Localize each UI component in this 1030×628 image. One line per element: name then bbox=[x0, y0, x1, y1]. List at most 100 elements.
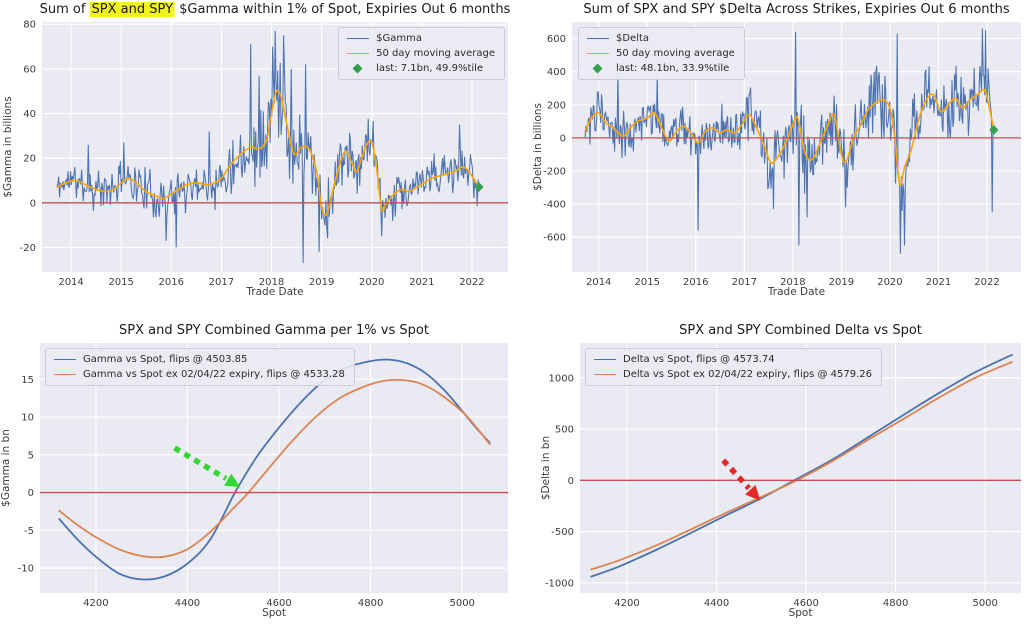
tick-label: 2020 bbox=[359, 277, 384, 288]
title-text: SPX and SPY Combined Gamma per 1% vs Spo… bbox=[119, 323, 429, 338]
legend-entry: Delta vs Spot, flips @ 4573.74 bbox=[594, 354, 872, 365]
title-highlight: SPX and SPY bbox=[89, 2, 176, 17]
tick-label: 5000 bbox=[449, 598, 474, 609]
tick-label: 0 bbox=[30, 198, 36, 209]
tick-label: 2022 bbox=[459, 277, 484, 288]
tick-label: 2015 bbox=[108, 277, 133, 288]
legend-entry: $Gamma bbox=[347, 33, 495, 44]
tick-label: 2020 bbox=[877, 277, 902, 288]
x-axis-label: Trade Date bbox=[246, 286, 304, 298]
tick-label: 2014 bbox=[586, 277, 611, 288]
tick-label: 4400 bbox=[704, 598, 729, 609]
chart-gamma-history: Sum of SPX and SPY $Gamma within 1% of S… bbox=[0, 0, 515, 314]
chart-title: Sum of SPX and SPY $Delta Across Strikes… bbox=[583, 2, 1009, 17]
tick-label: 4400 bbox=[175, 598, 200, 609]
tick-label: 2019 bbox=[309, 277, 334, 288]
chart-gamma-vs-spot: SPX and SPY Combined Gamma per 1% vs Spo… bbox=[0, 314, 515, 628]
tick-label: -200 bbox=[543, 167, 566, 178]
annotation-arrow-shaft bbox=[173, 445, 228, 481]
tick-label: 2022 bbox=[974, 277, 999, 288]
chart-title: SPX and SPY Combined Delta vs Spot bbox=[679, 323, 922, 338]
legend-entry: Gamma vs Spot, flips @ 4503.85 bbox=[54, 354, 345, 365]
tick-label: 4800 bbox=[883, 598, 908, 609]
tick-label: -600 bbox=[543, 233, 566, 244]
line-sample-icon bbox=[347, 38, 370, 39]
annotation-arrow-head bbox=[745, 485, 761, 501]
tick-label: 10 bbox=[21, 413, 34, 424]
legend-box: Delta vs Spot, flips @ 4573.74 Delta vs S… bbox=[585, 348, 882, 386]
line-sample-icon bbox=[594, 374, 616, 375]
tick-label: 2017 bbox=[209, 277, 234, 288]
tick-label: -20 bbox=[20, 243, 36, 254]
tick-label: 2018 bbox=[259, 277, 284, 288]
x-axis-label: Spot bbox=[262, 607, 286, 619]
line-sample-icon bbox=[587, 38, 609, 39]
legend-label: Gamma vs Spot ex 02/04/22 expiry, flips … bbox=[83, 369, 345, 380]
tick-label: 2018 bbox=[780, 277, 805, 288]
legend-entry: 50 day moving average bbox=[347, 48, 495, 59]
line-sample-icon bbox=[54, 359, 76, 360]
legend-label: last: 7.1bn, 49.9%tile bbox=[376, 63, 484, 74]
tick-label: 1000 bbox=[549, 373, 574, 384]
series-line bbox=[56, 89, 480, 217]
tick-label: 200 bbox=[547, 100, 566, 111]
tick-label: 5000 bbox=[972, 598, 997, 609]
legend-box: Gamma vs Spot, flips @ 4503.85 Gamma vs S… bbox=[45, 348, 355, 386]
tick-label: -1000 bbox=[545, 578, 574, 589]
tick-label: 40 bbox=[23, 109, 36, 120]
title-text: Sum of SPX and SPY $Delta Across Strikes… bbox=[583, 2, 1010, 17]
legend-label: 50 day moving average bbox=[376, 48, 495, 59]
legend-label: Gamma vs Spot, flips @ 4503.85 bbox=[83, 354, 248, 365]
last-value-marker bbox=[474, 181, 484, 192]
tick-label: 500 bbox=[555, 425, 574, 436]
tick-label: 2017 bbox=[732, 277, 757, 288]
tick-label: 0 bbox=[28, 488, 34, 499]
line-sample-icon bbox=[594, 359, 616, 360]
tick-label: 2021 bbox=[409, 277, 434, 288]
series-line bbox=[584, 88, 995, 187]
legend-entry: last: 48.1bn, 33.9%tile bbox=[587, 63, 735, 74]
legend-label: Delta vs Spot, flips @ 4573.74 bbox=[623, 354, 775, 365]
legend-entry: Gamma vs Spot ex 02/04/22 expiry, flips … bbox=[54, 369, 345, 380]
legend-entry: 50 day moving average bbox=[587, 48, 735, 59]
legend-label: $Gamma bbox=[376, 33, 423, 44]
tick-label: 4200 bbox=[614, 598, 639, 609]
plot-canvas: 2014 2015 2016 2017 2018 2019 2020 2021 2022 -600… bbox=[543, 22, 1021, 288]
x-axis-label: Spot bbox=[788, 607, 813, 619]
tick-label: 2015 bbox=[635, 277, 660, 288]
legend-box: $Gamma 50 day moving average last: 7.1bn, … bbox=[338, 27, 505, 80]
tick-label: -400 bbox=[543, 200, 566, 211]
tick-label: 4200 bbox=[83, 598, 108, 609]
x-axis-label: Trade Date bbox=[767, 286, 826, 298]
tick-label: -10 bbox=[18, 564, 34, 575]
legend-label: last: 48.1bn, 33.9%tile bbox=[616, 63, 730, 74]
tick-label: 60 bbox=[23, 64, 36, 75]
last-value-marker bbox=[989, 124, 999, 135]
legend-label: $Delta bbox=[616, 33, 650, 44]
tick-label: 2019 bbox=[829, 277, 854, 288]
legend-entry: $Delta bbox=[587, 33, 735, 44]
tick-label: 4800 bbox=[358, 598, 383, 609]
tick-label: 15 bbox=[21, 375, 34, 386]
legend-entry: last: 7.1bn, 49.9%tile bbox=[347, 63, 495, 74]
chart-title: SPX and SPY Combined Gamma per 1% vs Spo… bbox=[119, 323, 429, 338]
tick-label: 2016 bbox=[683, 277, 708, 288]
legend-box: $Delta 50 day moving average last: 48.1bn,… bbox=[578, 27, 745, 80]
tick-label: 20 bbox=[23, 154, 36, 165]
tick-label: 4600 bbox=[266, 598, 291, 609]
tick-label: 2021 bbox=[926, 277, 951, 288]
legend-label: 50 day moving average bbox=[616, 48, 735, 59]
tick-label: -500 bbox=[551, 527, 574, 538]
series-line bbox=[56, 30, 480, 264]
tick-label: 80 bbox=[23, 20, 36, 31]
tick-label: -5 bbox=[24, 526, 34, 537]
tick-label: 5 bbox=[28, 450, 34, 461]
series-line bbox=[58, 358, 491, 581]
title-text: Sum of bbox=[39, 2, 90, 17]
annotation-arrow-head bbox=[224, 473, 241, 488]
tick-label: 0 bbox=[560, 133, 566, 144]
tick-label: 2014 bbox=[58, 277, 83, 288]
tick-label: 0 bbox=[568, 476, 574, 487]
chart-title: Sum of SPX and SPY $Gamma within 1% of S… bbox=[39, 2, 510, 17]
